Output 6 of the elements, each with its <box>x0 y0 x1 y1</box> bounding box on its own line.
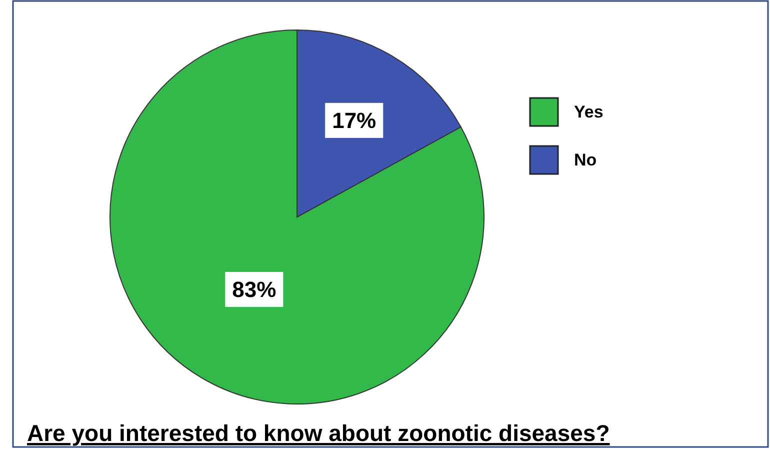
data-label: 17% <box>332 108 376 133</box>
legend-label: Yes <box>574 102 604 122</box>
pie-slice <box>110 30 484 404</box>
text: Are you interested to know about zoonotic diseases? <box>27 420 610 446</box>
legend-label: No <box>574 150 597 170</box>
data-label: 83% <box>232 276 276 302</box>
